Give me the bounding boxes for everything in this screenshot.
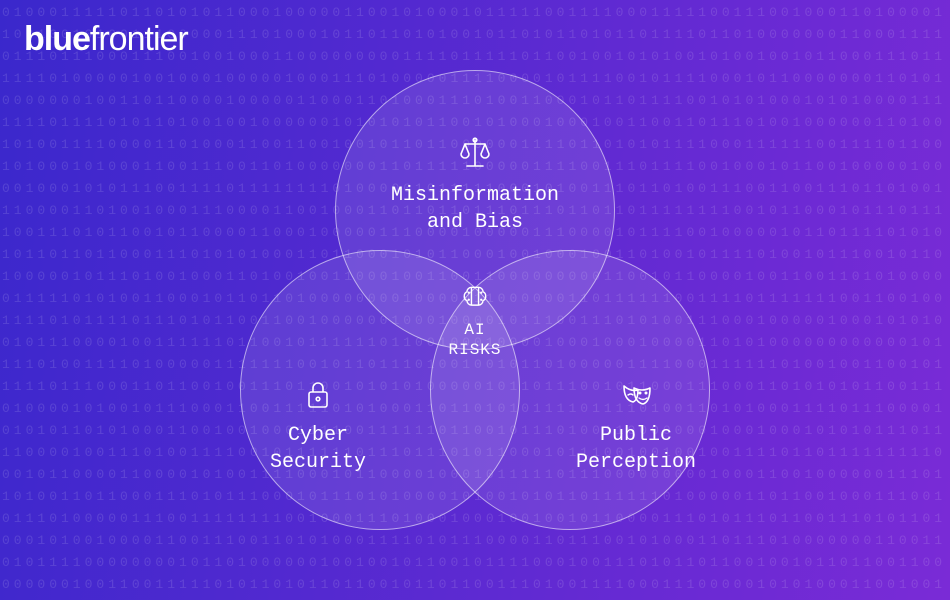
brand-logo: bluefrontier	[24, 20, 188, 59]
venn-label-left: Cyber Security	[218, 376, 418, 476]
venn-center: AI RISKS	[415, 282, 535, 360]
venn-label-text: Public Perception	[536, 422, 736, 476]
venn-label-right: Public Perception	[536, 376, 736, 476]
lock-icon	[300, 376, 336, 412]
scales-icon	[457, 136, 493, 172]
venn-label-top: Misinformation and Bias	[375, 136, 575, 236]
logo-part-thin: frontier	[90, 20, 188, 58]
masks-icon	[618, 376, 654, 412]
venn-label-text: Cyber Security	[218, 422, 418, 476]
venn-center-text: AI RISKS	[415, 320, 535, 360]
logo-part-bold: blue	[24, 20, 90, 58]
venn-label-text: Misinformation and Bias	[375, 182, 575, 236]
brain-icon	[459, 282, 491, 314]
